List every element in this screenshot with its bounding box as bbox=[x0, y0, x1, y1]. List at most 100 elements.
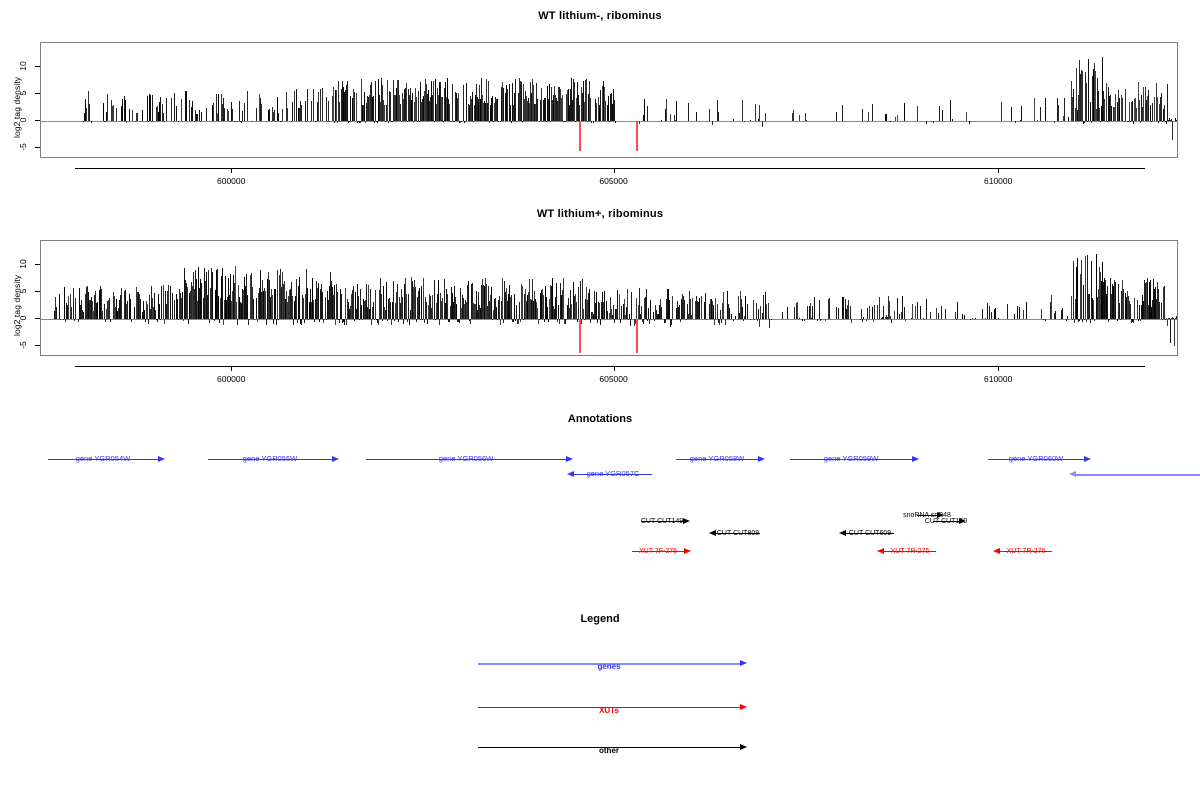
annotation-feature[interactable]: gene YGR058W bbox=[676, 452, 765, 466]
arrow-right-icon bbox=[959, 518, 966, 524]
arrow-right-icon bbox=[684, 548, 691, 554]
arrow-right-icon bbox=[332, 456, 339, 462]
track-1-marker-2 bbox=[636, 121, 638, 151]
annotation-feature[interactable]: gene YGR055W bbox=[208, 452, 339, 466]
y-tick-mark bbox=[35, 93, 40, 94]
arrow-right-icon bbox=[566, 456, 573, 462]
track-panel-1: WT lithium-, ribominus log2 tag density … bbox=[0, 10, 1200, 190]
legend-label: XUTs bbox=[599, 706, 619, 715]
annotation-feature[interactable]: gene YGR060W bbox=[988, 452, 1091, 466]
annotation-feature[interactable]: XUT 7R-276 bbox=[993, 544, 1052, 558]
y-tick-label: 10 bbox=[18, 61, 28, 71]
track-title-2: WT lithium+, ribominus bbox=[536, 208, 664, 220]
arrow-right-icon bbox=[683, 518, 690, 524]
arrow-right-icon bbox=[740, 744, 747, 750]
legend-line bbox=[478, 707, 740, 708]
x-axis-line bbox=[75, 168, 1145, 169]
feature-label: XUT 7R-275 bbox=[890, 548, 930, 555]
track-2-marker-2 bbox=[636, 319, 638, 353]
legend-line bbox=[478, 747, 740, 748]
feature-line bbox=[632, 551, 684, 552]
y-tick-mark bbox=[35, 66, 40, 67]
y-tick-mark bbox=[35, 318, 40, 319]
feature-line bbox=[846, 533, 894, 534]
feature-label: gene YGR058W bbox=[689, 454, 745, 463]
feature-label: gene YGR055W bbox=[242, 454, 298, 463]
feature-line bbox=[641, 521, 683, 522]
annotation-feature[interactable]: XUT 7F-276 bbox=[632, 544, 691, 558]
legend-label: other bbox=[599, 746, 619, 755]
arrow-right-icon bbox=[1084, 456, 1091, 462]
feature-line bbox=[1000, 551, 1052, 552]
feature-line bbox=[933, 521, 959, 522]
feature-label: gene YGR060W bbox=[1008, 454, 1064, 463]
y-tick-label: 0 bbox=[18, 117, 28, 123]
arrow-left-icon bbox=[1069, 471, 1076, 477]
annotation-feature[interactable]: XUT 7R-275 bbox=[877, 544, 936, 558]
feature-label: XUT 7R-276 bbox=[1006, 548, 1046, 555]
arrow-right-icon bbox=[740, 660, 747, 666]
x-tick-mark bbox=[998, 168, 1000, 173]
legend-item-other[interactable]: other bbox=[478, 744, 747, 759]
annotation-feature[interactable]: CUT CUT808 bbox=[709, 526, 760, 540]
y-tick-mark bbox=[35, 147, 40, 148]
feature-label: CUT CUT150 bbox=[924, 518, 968, 525]
x-tick-mark bbox=[231, 168, 233, 173]
x-tick-label: 600000 bbox=[216, 176, 246, 186]
legend-line bbox=[478, 663, 740, 665]
x-axis-line bbox=[75, 366, 1145, 367]
track-1-marker-1 bbox=[579, 121, 581, 151]
annotation-feature[interactable]: CUT CUT609 bbox=[839, 526, 894, 540]
x-tick-label: 605000 bbox=[599, 176, 628, 186]
annotation-feature[interactable]: gene YGR054W bbox=[48, 452, 165, 466]
feature-line bbox=[716, 533, 760, 534]
feature-label: CUT CUT149 bbox=[640, 518, 684, 525]
track-2-baseline bbox=[41, 319, 1177, 320]
legend-item-xuts[interactable]: XUTs bbox=[478, 704, 747, 719]
arrow-left-icon bbox=[567, 471, 574, 477]
track-panel-2: WT lithium+, ribominus log2 tag density … bbox=[0, 208, 1200, 388]
track-1-plot-area bbox=[40, 42, 1178, 158]
x-tick-label: 600000 bbox=[216, 374, 246, 384]
arrow-left-icon bbox=[993, 548, 1000, 554]
arrow-left-icon bbox=[839, 530, 846, 536]
feature-label: CUT CUT808 bbox=[716, 530, 760, 537]
track-1-signal bbox=[41, 43, 1177, 157]
annotation-feature[interactable]: CUT CUT149 bbox=[640, 514, 690, 528]
track-title-1: WT lithium-, ribominus bbox=[538, 10, 662, 22]
feature-label: CUT CUT609 bbox=[848, 530, 892, 537]
arrow-right-icon bbox=[912, 456, 919, 462]
y-tick-label: -5 bbox=[18, 341, 28, 349]
annotation-feature[interactable]: snoRNA snR48 bbox=[903, 508, 951, 522]
feature-line bbox=[1076, 474, 1200, 476]
arrow-right-icon bbox=[740, 704, 747, 710]
feature-line bbox=[884, 551, 936, 552]
legend-label: genes bbox=[597, 662, 621, 671]
legend-item-genes[interactable]: genes bbox=[478, 660, 747, 675]
feature-label: gene YGR054W bbox=[75, 454, 131, 463]
feature-line bbox=[676, 459, 758, 460]
track-2-signal bbox=[41, 241, 1177, 355]
y-tick-label: 10 bbox=[18, 259, 28, 269]
feature-line bbox=[988, 459, 1084, 460]
feature-label: snoRNA snR48 bbox=[903, 512, 951, 519]
track-2-plot-area bbox=[40, 240, 1178, 356]
y-tick-label: 5 bbox=[18, 288, 28, 294]
x-tick-label: 610000 bbox=[984, 176, 1013, 186]
y-tick-label: 0 bbox=[18, 315, 28, 321]
x-tick-label: 605000 bbox=[599, 374, 628, 384]
y-tick-mark bbox=[35, 264, 40, 265]
feature-line bbox=[917, 515, 937, 516]
annotation-feature[interactable]: gene YGR057C bbox=[567, 467, 652, 481]
feature-label: XUT 7F-276 bbox=[639, 548, 677, 555]
legend-heading: Legend bbox=[580, 613, 620, 625]
arrow-right-icon bbox=[158, 456, 165, 462]
annotation-feature[interactable]: CUT CUT150 bbox=[925, 514, 967, 528]
feature-line bbox=[790, 459, 912, 460]
feature-label: gene YGR057C bbox=[586, 469, 640, 478]
annotation-feature[interactable]: gene YGR059W bbox=[790, 452, 919, 466]
annotation-feature[interactable]: gene YGR056W bbox=[366, 452, 573, 466]
y-tick-label: -5 bbox=[18, 143, 28, 151]
annotation-feature[interactable] bbox=[1069, 467, 1200, 481]
